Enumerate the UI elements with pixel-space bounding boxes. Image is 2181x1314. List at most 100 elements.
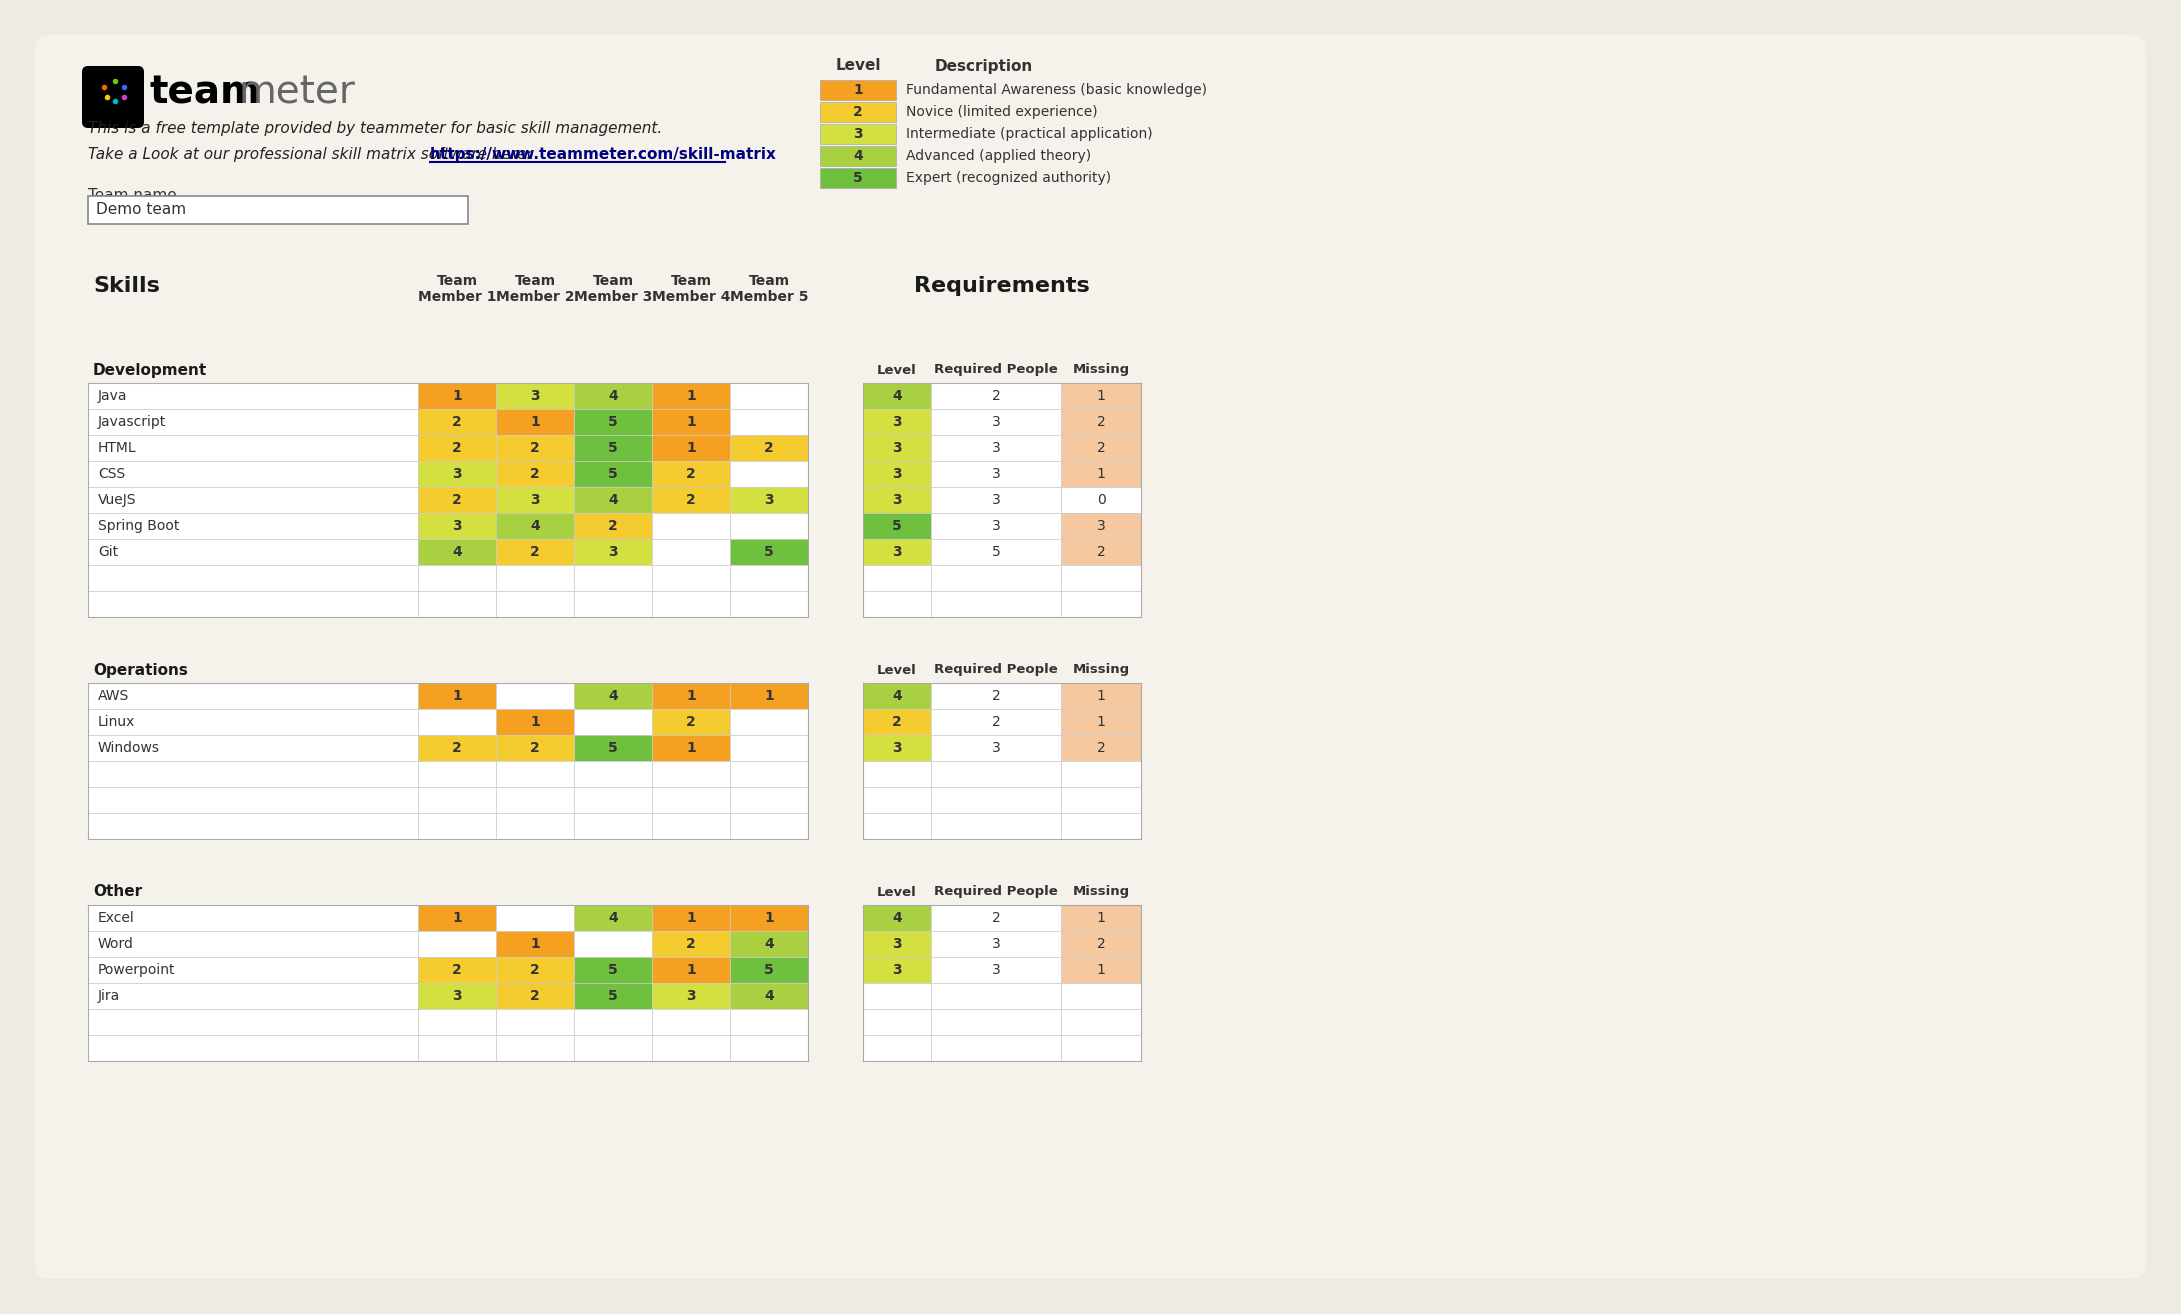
Text: Level: Level <box>835 59 881 74</box>
Text: 5: 5 <box>892 519 903 533</box>
Bar <box>87 735 419 761</box>
Text: Take a Look at our professional skill matrix software here:: Take a Look at our professional skill ma… <box>87 146 532 162</box>
Bar <box>864 983 931 1009</box>
Bar <box>495 591 574 618</box>
Text: 1: 1 <box>451 389 462 403</box>
Text: team: team <box>150 74 262 110</box>
Text: 3: 3 <box>992 741 1001 756</box>
Bar <box>864 905 1141 932</box>
Bar <box>864 932 1141 957</box>
Bar <box>864 905 931 932</box>
Text: 4: 4 <box>608 911 617 925</box>
Bar <box>495 1009 574 1035</box>
Text: 5: 5 <box>992 545 1001 558</box>
Text: Jira: Jira <box>98 989 120 1003</box>
Bar <box>1060 1035 1141 1060</box>
Bar <box>731 983 807 1009</box>
Bar <box>931 512 1060 539</box>
Bar <box>731 735 807 761</box>
Text: 3: 3 <box>892 493 901 507</box>
Bar <box>731 382 807 409</box>
Bar <box>1060 813 1141 840</box>
Bar <box>1060 735 1141 761</box>
Bar <box>652 787 731 813</box>
Text: Team: Team <box>515 275 556 288</box>
Text: 3: 3 <box>892 415 901 428</box>
Text: 4: 4 <box>451 545 462 558</box>
Text: 2: 2 <box>892 715 903 729</box>
Bar <box>652 813 731 840</box>
Bar <box>864 487 1141 512</box>
Text: 2: 2 <box>1097 741 1106 756</box>
Bar <box>864 512 1141 539</box>
Text: 3: 3 <box>608 545 617 558</box>
Bar <box>87 591 419 618</box>
Text: 3: 3 <box>853 127 864 141</box>
Text: 5: 5 <box>608 741 617 756</box>
Bar <box>87 565 419 591</box>
Bar <box>731 487 807 512</box>
Bar <box>931 710 1060 735</box>
Bar <box>864 591 1141 618</box>
Bar <box>495 735 574 761</box>
Text: 1: 1 <box>530 937 541 951</box>
Bar <box>87 512 419 539</box>
Text: 2: 2 <box>530 963 541 978</box>
Text: Skills: Skills <box>94 276 159 296</box>
Text: 3: 3 <box>892 963 901 978</box>
Text: 1: 1 <box>687 415 696 428</box>
Bar <box>495 487 574 512</box>
Text: 2: 2 <box>1097 937 1106 951</box>
Bar <box>574 565 652 591</box>
Text: 1: 1 <box>451 689 462 703</box>
Text: 2: 2 <box>530 442 541 455</box>
Text: Team name: Team name <box>87 188 177 204</box>
Bar <box>931 1035 1060 1060</box>
Text: Excel: Excel <box>98 911 135 925</box>
Text: Team: Team <box>436 275 478 288</box>
Bar <box>864 382 931 409</box>
Text: Windows: Windows <box>98 741 159 756</box>
Text: Intermediate (practical application): Intermediate (practical application) <box>905 127 1152 141</box>
Text: Member 1: Member 1 <box>419 290 497 304</box>
Bar <box>495 787 574 813</box>
Text: 2: 2 <box>992 689 1001 703</box>
Text: 2: 2 <box>530 741 541 756</box>
Text: Required People: Required People <box>933 886 1058 899</box>
Bar <box>864 461 1141 487</box>
Bar <box>87 932 419 957</box>
Bar <box>87 196 469 223</box>
Bar <box>87 683 419 710</box>
Bar <box>495 382 574 409</box>
Bar <box>820 102 896 122</box>
Bar <box>1060 539 1141 565</box>
Bar <box>574 710 652 735</box>
Bar <box>495 512 574 539</box>
Bar <box>574 957 652 983</box>
Text: 1: 1 <box>763 911 774 925</box>
Bar <box>731 683 807 710</box>
Bar <box>574 435 652 461</box>
Bar <box>419 813 495 840</box>
Bar <box>574 983 652 1009</box>
Bar <box>864 1035 931 1060</box>
Bar <box>1060 905 1141 932</box>
Bar <box>864 539 931 565</box>
Bar <box>1060 565 1141 591</box>
Bar <box>87 710 419 735</box>
Bar <box>864 813 931 840</box>
Bar <box>419 983 495 1009</box>
Bar <box>1060 591 1141 618</box>
Bar <box>1060 382 1141 409</box>
Text: 3: 3 <box>992 963 1001 978</box>
Text: 2: 2 <box>451 963 462 978</box>
Text: 1: 1 <box>451 911 462 925</box>
Text: Requirements: Requirements <box>914 276 1090 296</box>
Bar <box>419 761 495 787</box>
Text: Advanced (applied theory): Advanced (applied theory) <box>905 148 1090 163</box>
Text: Missing: Missing <box>1073 364 1130 377</box>
Bar <box>1060 932 1141 957</box>
Text: 4: 4 <box>530 519 541 533</box>
Bar <box>731 932 807 957</box>
Text: 5: 5 <box>608 963 617 978</box>
